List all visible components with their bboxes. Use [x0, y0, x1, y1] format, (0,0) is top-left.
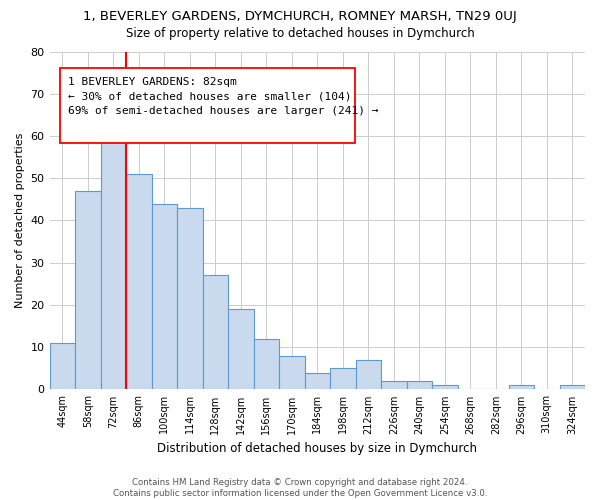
- Bar: [432, 385, 458, 390]
- Bar: [126, 174, 152, 390]
- Bar: [305, 372, 330, 390]
- Bar: [228, 309, 254, 390]
- Bar: [50, 343, 75, 390]
- Bar: [75, 191, 101, 390]
- Bar: [152, 204, 177, 390]
- Bar: [381, 381, 407, 390]
- X-axis label: Distribution of detached houses by size in Dymchurch: Distribution of detached houses by size …: [157, 442, 477, 455]
- Bar: [101, 115, 126, 390]
- Text: 1, BEVERLEY GARDENS, DYMCHURCH, ROMNEY MARSH, TN29 0UJ: 1, BEVERLEY GARDENS, DYMCHURCH, ROMNEY M…: [83, 10, 517, 23]
- Bar: [203, 276, 228, 390]
- Text: Size of property relative to detached houses in Dymchurch: Size of property relative to detached ho…: [125, 28, 475, 40]
- Bar: [407, 381, 432, 390]
- Bar: [560, 385, 585, 390]
- FancyBboxPatch shape: [60, 68, 355, 142]
- Y-axis label: Number of detached properties: Number of detached properties: [15, 133, 25, 308]
- Text: 1 BEVERLEY GARDENS: 82sqm
← 30% of detached houses are smaller (104)
69% of semi: 1 BEVERLEY GARDENS: 82sqm ← 30% of detac…: [68, 77, 379, 116]
- Bar: [279, 356, 305, 390]
- Bar: [330, 368, 356, 390]
- Text: Contains HM Land Registry data © Crown copyright and database right 2024.
Contai: Contains HM Land Registry data © Crown c…: [113, 478, 487, 498]
- Bar: [177, 208, 203, 390]
- Bar: [254, 338, 279, 390]
- Bar: [356, 360, 381, 390]
- Bar: [509, 385, 534, 390]
